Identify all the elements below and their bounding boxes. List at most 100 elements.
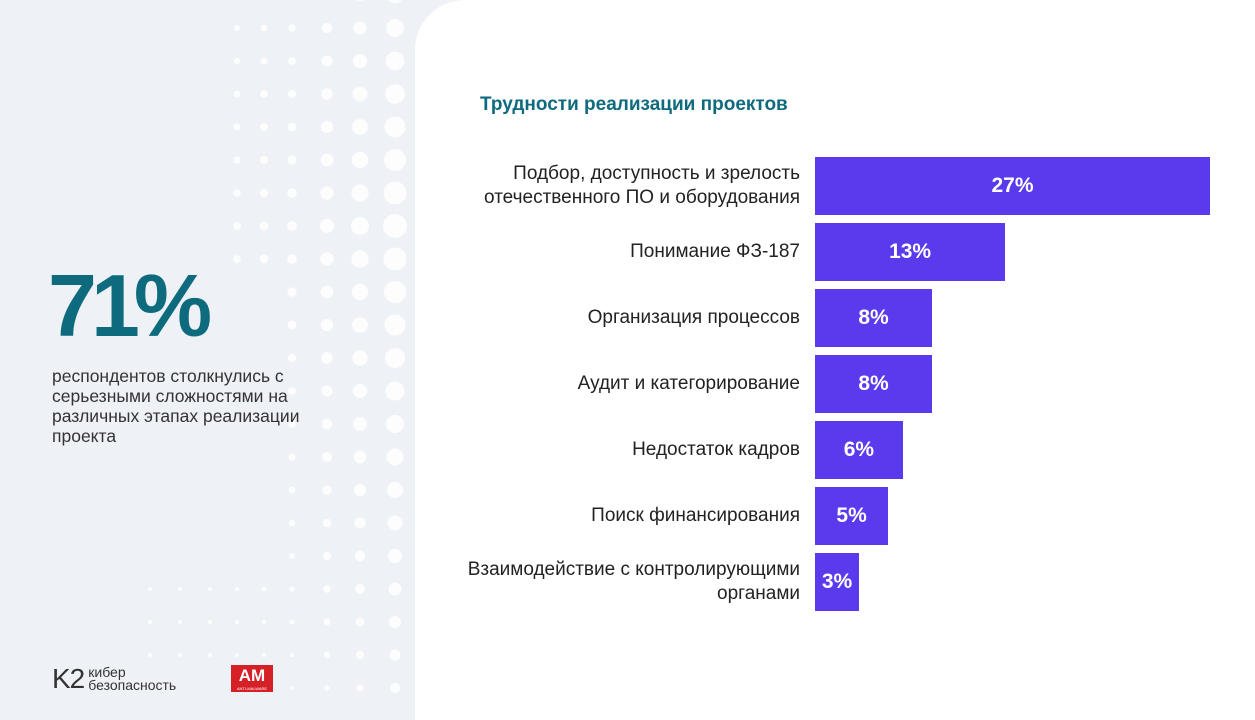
dot [235,653,239,657]
dot [288,387,296,395]
data-label: 8% [858,306,889,329]
data-label: 3% [821,570,853,593]
dot [384,116,406,138]
dot [384,149,406,171]
dot [288,486,296,494]
dot [321,88,333,100]
bar: 13% [815,223,1006,281]
dot [148,620,152,624]
dot [148,587,152,591]
bar: 3% [815,553,859,611]
dot [320,318,334,332]
dot [320,219,334,233]
dot [351,151,369,169]
dot [287,155,297,165]
category-label: Взаимодействие с контролирующими органам… [467,559,800,604]
headline-percent: 71% [48,256,212,355]
data-label: 5% [836,504,867,527]
bar: 6% [815,421,903,479]
dot [289,685,295,691]
category-label: Поиск финансирования [591,505,800,526]
dot [390,683,400,693]
dot [208,587,212,591]
dot [208,620,212,624]
dot [320,120,334,134]
dot [289,586,295,592]
anti-malware-logo: AM ANTI-MALWARE [231,665,273,692]
dot [288,24,296,32]
dot [287,89,297,99]
dot [383,214,407,238]
dot [320,285,334,299]
dot [351,283,369,301]
bar: 8% [815,355,933,413]
k2-logo: K2 кибер безопасность [52,665,176,693]
dot [352,53,368,69]
dot [261,652,267,658]
dot [322,518,332,528]
dot [352,383,368,399]
dot [356,684,364,692]
dot [352,317,368,333]
dot [320,153,334,167]
dot [289,619,295,625]
dot [289,652,295,658]
dot [353,21,367,35]
dot [148,653,152,657]
dot [233,90,241,98]
dot [261,619,267,625]
dot [352,350,368,366]
dot [322,452,332,462]
dot [321,55,333,67]
dot [287,287,297,297]
dot [384,314,406,336]
dot [289,553,295,559]
dot [383,181,407,205]
dot [321,385,333,397]
dot [388,582,402,596]
dot [178,620,182,624]
dot [287,188,297,198]
dot [351,184,369,202]
bar: 5% [815,487,889,545]
dot [320,252,334,266]
am-mark: AM [238,666,266,685]
dot [384,347,406,369]
bar: 8% [815,289,933,347]
dot [353,450,367,464]
dot [388,0,402,4]
category-label: Аудит и категорирование [577,373,800,394]
dot [233,57,241,65]
dot [260,90,268,98]
dot [287,353,297,363]
dot [259,188,269,198]
dot [288,420,296,428]
dot [233,189,241,197]
dot [385,381,405,401]
k2-mark: K2 [52,663,85,694]
dot [321,352,333,364]
dot [386,19,404,37]
dot [320,186,334,200]
dot [233,156,241,164]
dot [287,221,297,231]
chart-title: Трудности реализации проектов [480,94,788,115]
dot [383,280,407,304]
dot [234,25,240,31]
data-label: 8% [858,372,889,395]
dot [385,51,405,71]
dot [324,685,330,691]
dot [261,586,267,592]
dot [323,585,331,593]
bar: 27% [815,157,1210,215]
dot [260,123,268,131]
dot [389,616,401,628]
dot [234,586,240,592]
dot [389,649,401,661]
dot [322,485,332,495]
dot [288,519,296,527]
dot [354,550,366,562]
dot [323,618,331,626]
dot [353,483,367,497]
dot [260,24,268,32]
